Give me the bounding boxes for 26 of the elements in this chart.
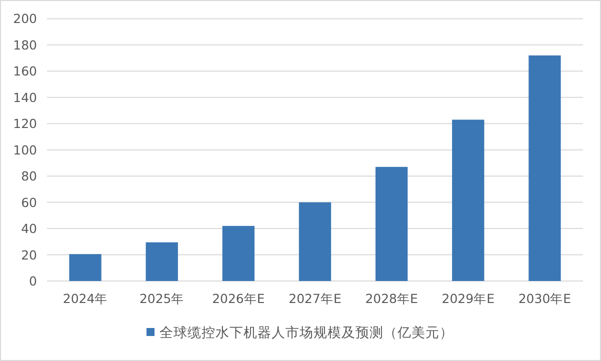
y-tick-label: 120 [13, 116, 38, 132]
x-tick-label: 2030年E [518, 291, 572, 306]
y-tick-label: 100 [13, 142, 38, 158]
y-tick-label: 40 [21, 221, 38, 236]
bar [452, 120, 484, 281]
y-tick-label: 180 [13, 37, 38, 52]
y-tick-label: 200 [13, 11, 38, 26]
x-tick-label: 2024年 [62, 291, 108, 306]
y-tick-label: 0 [29, 274, 38, 288]
bar [69, 254, 102, 281]
y-tick-label: 140 [13, 90, 38, 105]
x-tick-label: 2026年E [212, 291, 265, 306]
y-tick-label: 20 [21, 247, 38, 262]
y-tick-label: 80 [21, 168, 38, 184]
x-tick-label: 2027年E [288, 291, 342, 306]
x-tick-label: 2025年 [139, 291, 184, 306]
x-tick-label: 2028年E [365, 291, 418, 306]
bar [528, 55, 561, 281]
y-tick-label: 160 [13, 64, 38, 79]
bar [146, 242, 178, 281]
x-tick-label: 2029年E [442, 291, 495, 306]
bar [298, 202, 332, 281]
bar [222, 226, 255, 281]
legend-label: 全球缆控水下机器人市场规模及预测（亿美元） [160, 325, 454, 341]
y-tick-label: 60 [21, 194, 38, 210]
bar [375, 166, 408, 281]
